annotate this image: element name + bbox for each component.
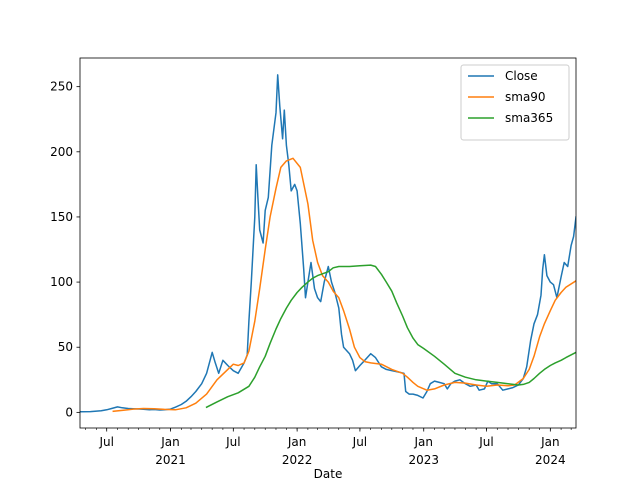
plot-frame: [79, 57, 577, 429]
y-tick-label: 150: [50, 210, 73, 224]
legend: Close sma90 sma365: [460, 64, 570, 141]
x-tick-label: Jul: [98, 435, 113, 449]
y-tick-label: 50: [58, 340, 73, 354]
x-axis-label: Date: [314, 467, 343, 480]
series-line-close: [80, 74, 576, 413]
series-line-sma90: [112, 157, 576, 413]
x-tick-year-label: 2023: [408, 453, 439, 467]
x-tick-label: Jan: [160, 435, 180, 449]
x-tick-label: Jul: [478, 435, 493, 449]
x-tick-year-label: 2021: [155, 453, 186, 467]
y-tick-label: 200: [50, 145, 73, 159]
legend-box: [460, 64, 570, 141]
x-tick-label: Jan: [287, 435, 307, 449]
y-tick-label: 250: [50, 80, 73, 94]
y-axis: 0 50 100 150 200 250: [50, 80, 80, 419]
legend-label-close: Close: [505, 69, 538, 83]
x-tick-year-label: 2024: [535, 453, 566, 467]
y-tick-label: 0: [65, 405, 73, 419]
x-tick-label: Jan: [540, 435, 560, 449]
x-axis: Jul Jan 2021 Jul Jan 2022 Jul Jan 2023 Jul Jan 2024: [85, 428, 572, 467]
y-tick-label: 100: [50, 275, 73, 289]
series-line-sma365: [205, 264, 576, 409]
legend-label-sma90: sma90: [505, 90, 546, 104]
legend-label-sma365: sma365: [505, 111, 553, 125]
x-tick-label: Jul: [225, 435, 240, 449]
x-tick-year-label: 2022: [282, 453, 313, 467]
x-tick-label: Jan: [413, 435, 433, 449]
x-tick-label: Jul: [352, 435, 367, 449]
series-layer: [80, 74, 576, 413]
